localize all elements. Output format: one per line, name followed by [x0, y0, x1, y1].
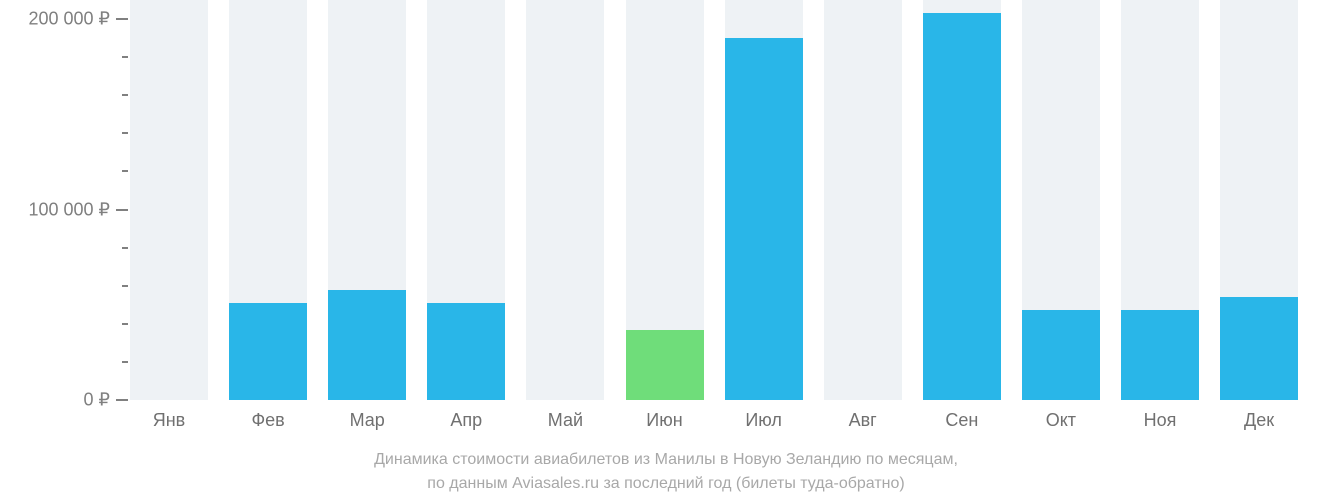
y-axis-ticks — [112, 0, 128, 400]
x-axis-label: Июл — [745, 410, 782, 431]
y-major-tick — [116, 209, 128, 211]
x-axis-label: Авг — [849, 410, 877, 431]
y-major-tick — [116, 18, 128, 20]
y-axis-label: 200 000 ₽ — [0, 9, 110, 30]
x-axis-labels: Янв Фев Мар Апр Май Июн Июл Авг Сен Окт Ноя Дек — [130, 410, 1320, 440]
x-axis-label: Апр — [450, 410, 482, 431]
y-axis-label: 0 ₽ — [0, 390, 110, 411]
chart-caption: Динамика стоимости авиабилетов из Манилы… — [0, 448, 1332, 496]
bar-background — [526, 0, 604, 400]
y-minor-tick — [122, 170, 128, 172]
price-chart: 0 ₽ 100 000 ₽ 200 000 ₽ Янв Фев Мар Апр Май Июн… — [0, 0, 1332, 502]
x-axis-label: Янв — [153, 410, 186, 431]
bar — [626, 330, 704, 400]
x-axis-label: Окт — [1046, 410, 1076, 431]
bar — [1022, 310, 1100, 400]
x-axis-label: Сен — [945, 410, 978, 431]
y-minor-tick — [122, 323, 128, 325]
bar — [923, 13, 1001, 400]
bar — [229, 303, 307, 400]
caption-line-2: по данным Aviasales.ru за последний год … — [0, 472, 1332, 496]
bar — [725, 38, 803, 400]
y-minor-tick — [122, 361, 128, 363]
x-axis-label: Фев — [251, 410, 284, 431]
bar-background — [824, 0, 902, 400]
y-minor-tick — [122, 56, 128, 58]
bar — [1220, 297, 1298, 400]
bar-background — [130, 0, 208, 400]
plot-area — [130, 0, 1320, 400]
y-minor-tick — [122, 247, 128, 249]
y-major-tick — [116, 399, 128, 401]
x-axis-label: Мар — [350, 410, 385, 431]
y-axis-label: 100 000 ₽ — [0, 199, 110, 220]
bar — [427, 303, 505, 400]
bar — [1121, 310, 1199, 400]
y-axis-labels: 0 ₽100 000 ₽200 000 ₽ — [0, 0, 110, 400]
x-axis-label: Дек — [1244, 410, 1274, 431]
caption-line-1: Динамика стоимости авиабилетов из Манилы… — [0, 448, 1332, 472]
x-axis-label: Май — [548, 410, 583, 431]
bar — [328, 290, 406, 400]
bars-container — [130, 0, 1320, 400]
x-axis-label: Июн — [646, 410, 682, 431]
y-minor-tick — [122, 94, 128, 96]
x-axis-label: Ноя — [1144, 410, 1177, 431]
y-minor-tick — [122, 132, 128, 134]
y-minor-tick — [122, 285, 128, 287]
